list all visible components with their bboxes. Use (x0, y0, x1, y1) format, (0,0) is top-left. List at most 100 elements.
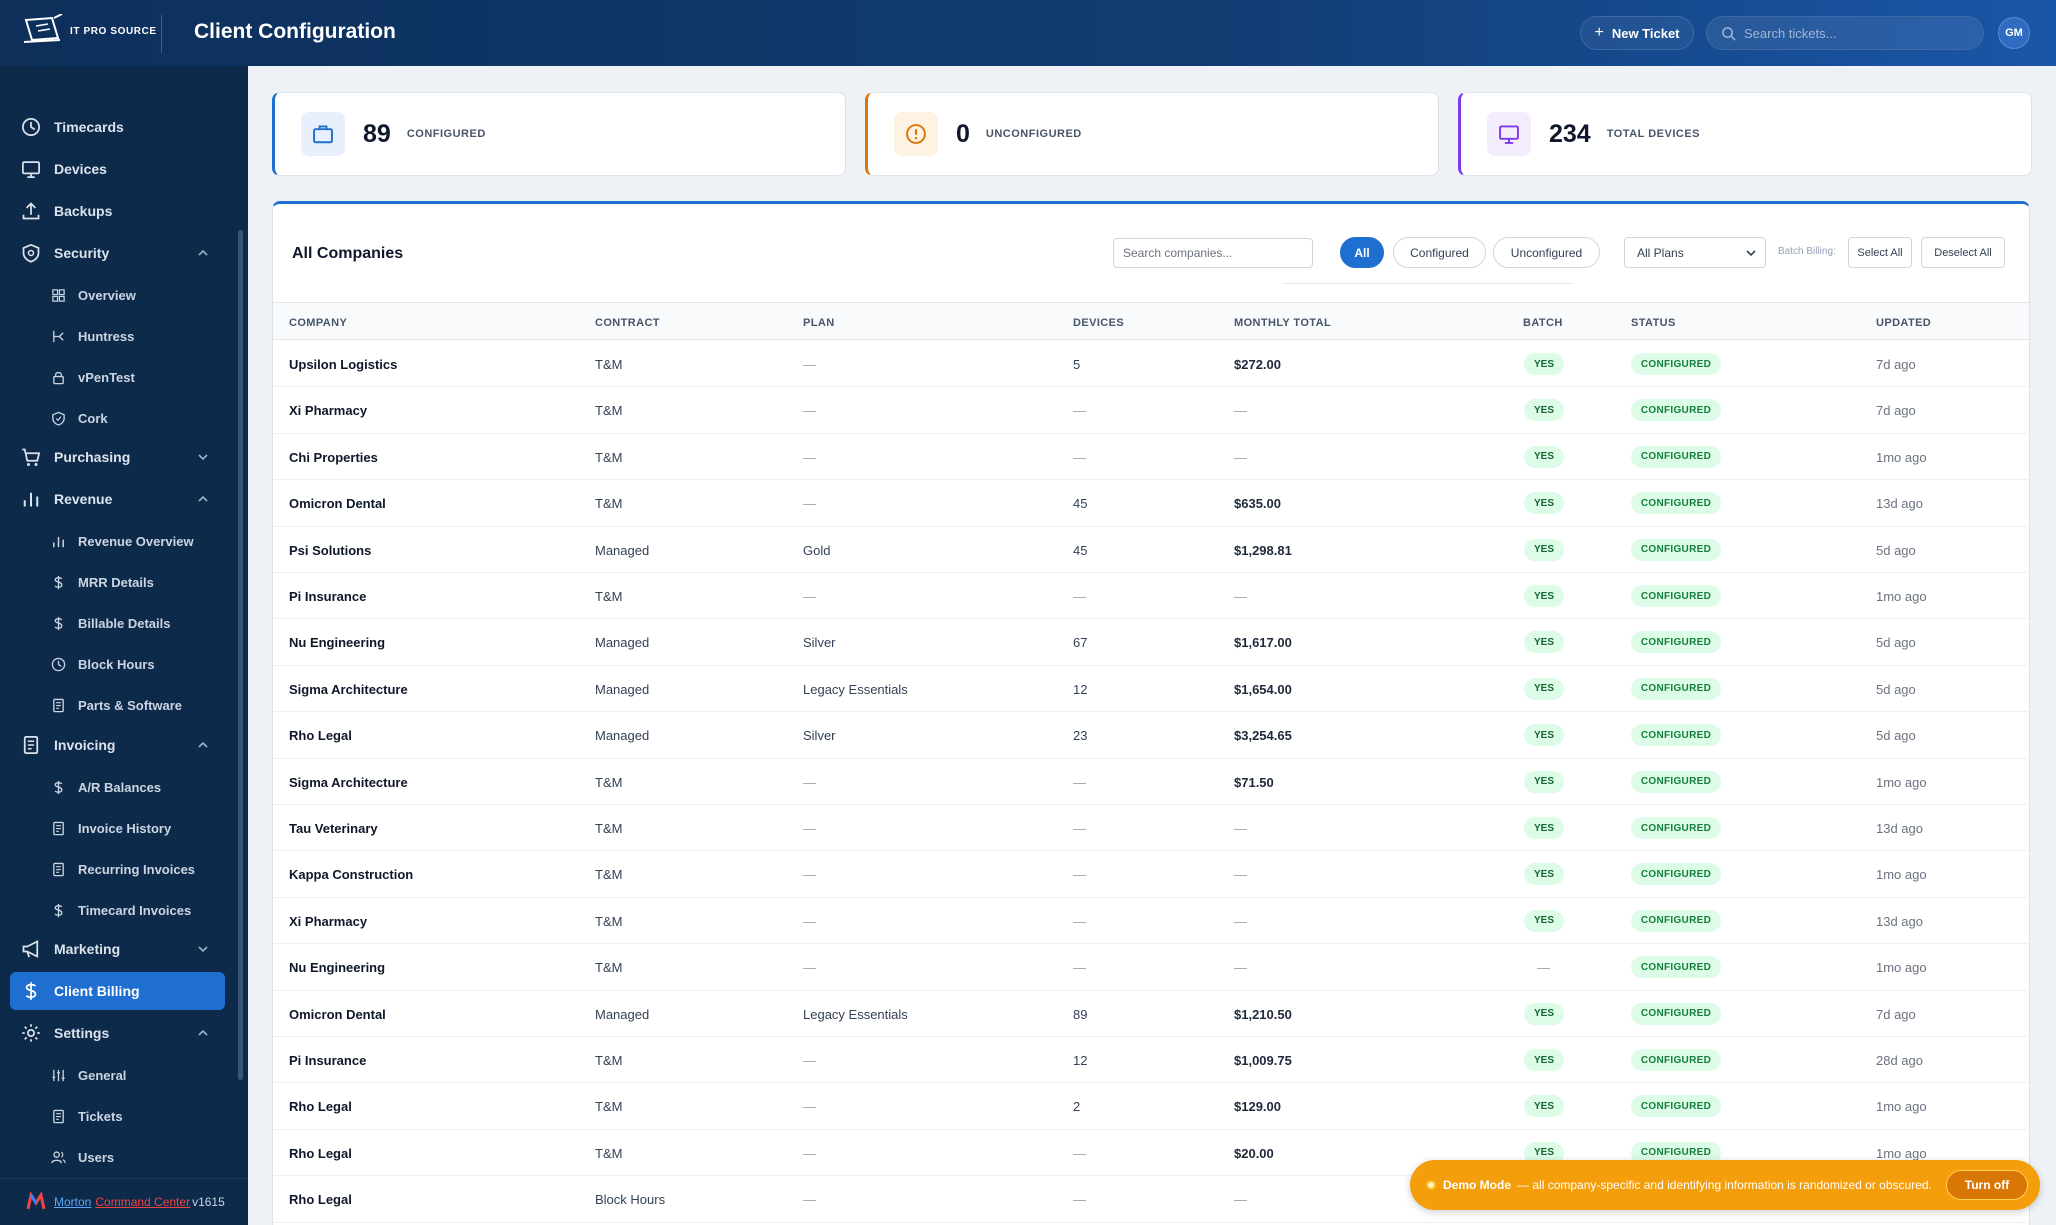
table-row[interactable]: Omicron Dental Managed Legacy Essentials 89… (273, 991, 2029, 1037)
filter-configured[interactable]: Configured (1393, 237, 1486, 268)
table-row[interactable]: Sigma Architecture Managed Legacy Essentia… (273, 666, 2029, 713)
sidebar-item-client-billing[interactable]: Client Billing (10, 972, 225, 1010)
sidebar-item-invoicing[interactable]: Invoicing (10, 726, 225, 764)
cell-company[interactable]: Pi Insurance (289, 1053, 367, 1068)
cell-devices: — (1073, 913, 1086, 929)
cell-devices: — (1073, 1145, 1086, 1161)
sidebar-item-backups[interactable]: Backups (10, 192, 225, 230)
table-row[interactable]: Upsilon Logistics T&M — 5 $272.00 YES CONFIGUR… (273, 341, 2029, 388)
cell-updated: 1mo ago (1876, 1099, 1927, 1115)
table-row[interactable]: Nu Engineering T&M — — — — CONFIGURED 1mo ago (273, 944, 2029, 991)
sidebar-subitem-a-r-balances[interactable]: A/R Balances (50, 770, 230, 804)
footer-link-morton[interactable]: Morton (54, 1195, 92, 1209)
sidebar-item-timecards[interactable]: Timecards (10, 108, 225, 146)
cell-company[interactable]: Tau Veterinary (289, 821, 378, 836)
col-updated[interactable]: UPDATED (1876, 317, 1932, 329)
cell-plan: — (803, 1145, 816, 1161)
filter-unconfigured[interactable]: Unconfigured (1493, 237, 1600, 268)
table-row[interactable]: Psi Solutions Managed Gold 45 $1,298.81 YES CO… (273, 527, 2029, 573)
sidebar-subitem-users[interactable]: Users (50, 1140, 230, 1174)
cell-monthly-total: — (1234, 913, 1247, 929)
cell-company[interactable]: Rho Legal (289, 728, 352, 744)
table-row[interactable]: Sigma Architecture T&M — — $71.50 YES CONFIGUR… (273, 759, 2029, 805)
sidebar-subitem-parts-and-software[interactable]: Parts & Software (50, 688, 230, 722)
sidebar-item-revenue[interactable]: Revenue (10, 480, 225, 518)
sidebar-subitem-label: A/R Balances (78, 779, 162, 795)
avatar[interactable]: GM (1998, 17, 2030, 49)
sidebar-subitem-billable-details[interactable]: Billable Details (50, 606, 230, 640)
sidebar-subitem-recurring-invoices[interactable]: Recurring Invoices (50, 852, 230, 886)
turn-off-demo-button[interactable]: Turn off (1946, 1170, 2028, 1200)
cell-company[interactable]: Omicron Dental (289, 1006, 386, 1022)
sidebar-subitem-cork[interactable]: Cork (50, 401, 230, 435)
sidebar-subitem-huntress[interactable]: Huntress (50, 319, 230, 353)
cell-company[interactable]: Nu Engineering (289, 960, 386, 976)
ticket-search-input[interactable] (1744, 25, 1964, 41)
company-search-input[interactable] (1113, 238, 1313, 268)
cell-company[interactable]: Nu Engineering (289, 635, 386, 651)
cell-devices: — (1073, 774, 1086, 790)
col-monthly-total[interactable]: MONTHLY TOTAL (1234, 317, 1332, 329)
plan-select[interactable]: All Plans (1624, 237, 1766, 268)
sidebar-subitem-label: Block Hours (78, 656, 155, 672)
col-status[interactable]: STATUS (1631, 317, 1676, 329)
cell-company[interactable]: Upsilon Logistics (289, 357, 398, 372)
chevron-up-icon (198, 741, 208, 748)
cell-company[interactable]: Xi Pharmacy (289, 913, 368, 929)
sidebar-subitem-general[interactable]: General (50, 1058, 230, 1092)
table-row[interactable]: Omicron Dental T&M — 45 $635.00 YES CONFIGURED… (273, 480, 2029, 527)
select-all-button[interactable]: Select All (1848, 237, 1912, 268)
cell-devices: — (1073, 403, 1086, 419)
deselect-all-button[interactable]: Deselect All (1921, 237, 2005, 268)
col-batch[interactable]: BATCH (1523, 317, 1563, 329)
sidebar-scrollbar[interactable] (238, 230, 243, 1080)
col-company[interactable]: COMPANY (289, 317, 348, 329)
sidebar-subitem-tickets[interactable]: Tickets (50, 1099, 230, 1133)
table-row[interactable]: Rho Legal T&M — — $20.00 YES CONFIGURED 1mo ago (273, 1130, 2029, 1177)
table-row[interactable]: Kappa Construction T&M — — — YES CONFIGURED 1mo… (273, 851, 2029, 898)
cell-company[interactable]: Kappa Construction (289, 867, 414, 883)
cell-company[interactable]: Rho Legal (289, 1192, 352, 1208)
stat-value: 89 (363, 119, 391, 148)
new-ticket-button[interactable]: + New Ticket (1580, 16, 1694, 50)
footer-link-command-center[interactable]: Command Center (95, 1195, 191, 1209)
dollar-icon (50, 615, 66, 631)
sidebar-subitem-vpentest[interactable]: vPenTest (50, 360, 230, 394)
cell-company[interactable]: Rho Legal (289, 1099, 352, 1115)
sidebar-subitem-block-hours[interactable]: Block Hours (50, 647, 230, 681)
cell-company[interactable]: Chi Properties (289, 449, 378, 465)
sidebar-item-settings[interactable]: Settings (10, 1014, 225, 1052)
table-row[interactable]: Rho Legal T&M — 2 $129.00 YES CONFIGURED 1mo ag… (273, 1083, 2029, 1130)
table-row[interactable]: Pi Insurance T&M — — — YES CONFIGURED 1mo ago (273, 573, 2029, 620)
logo[interactable]: IT PRO SOURCE (22, 14, 157, 48)
sidebar-item-purchasing[interactable]: Purchasing (10, 438, 225, 476)
sidebar-item-security[interactable]: Security (10, 234, 225, 272)
cell-company[interactable]: Sigma Architecture (289, 774, 408, 790)
sidebar-item-marketing[interactable]: Marketing (10, 930, 225, 968)
ticket-search[interactable] (1706, 16, 1984, 50)
cell-company[interactable]: Xi Pharmacy (289, 403, 368, 419)
table-row[interactable]: Pi Insurance T&M — 12 $1,009.75 YES CONFIGURED… (273, 1037, 2029, 1084)
sidebar-subitem-timecard-invoices[interactable]: Timecard Invoices (50, 893, 230, 927)
cell-company[interactable]: Psi Solutions (289, 542, 372, 558)
table-row[interactable]: Xi Pharmacy T&M — — — YES CONFIGURED 13d ago (273, 898, 2029, 945)
col-devices[interactable]: DEVICES (1073, 317, 1125, 329)
table-row[interactable]: Rho Legal Managed Silver 23 $3,254.65 YES CONF… (273, 712, 2029, 759)
table-row[interactable]: Nu Engineering Managed Silver 67 $1,617.00 YE… (273, 619, 2029, 666)
table-row[interactable]: Chi Properties T&M — — — YES CONFIGURED 1mo ago (273, 434, 2029, 481)
sidebar-subitem-mrr-details[interactable]: MRR Details (50, 565, 230, 599)
table-row[interactable]: Tau Veterinary T&M — — — YES CONFIGURED 13d ago (273, 805, 2029, 852)
sidebar-item-devices[interactable]: Devices (10, 150, 225, 188)
sidebar-subitem-invoice-history[interactable]: Invoice History (50, 811, 230, 845)
cell-company[interactable]: Sigma Architecture (289, 681, 408, 697)
filter-all[interactable]: All (1340, 237, 1384, 268)
col-plan[interactable]: PLAN (803, 317, 835, 329)
sidebar-subitem-overview[interactable]: Overview (50, 278, 230, 312)
cell-company[interactable]: Rho Legal (289, 1145, 352, 1161)
cell-company[interactable]: Omicron Dental (289, 496, 386, 512)
table-row[interactable]: Rho Legal Block Hours — — — (273, 1176, 2029, 1223)
col-contract[interactable]: CONTRACT (595, 317, 660, 329)
cell-company[interactable]: Pi Insurance (289, 589, 367, 604)
table-row[interactable]: Xi Pharmacy T&M — — — YES CONFIGURED 7d ago (273, 387, 2029, 434)
sidebar-subitem-revenue-overview[interactable]: Revenue Overview (50, 524, 230, 558)
